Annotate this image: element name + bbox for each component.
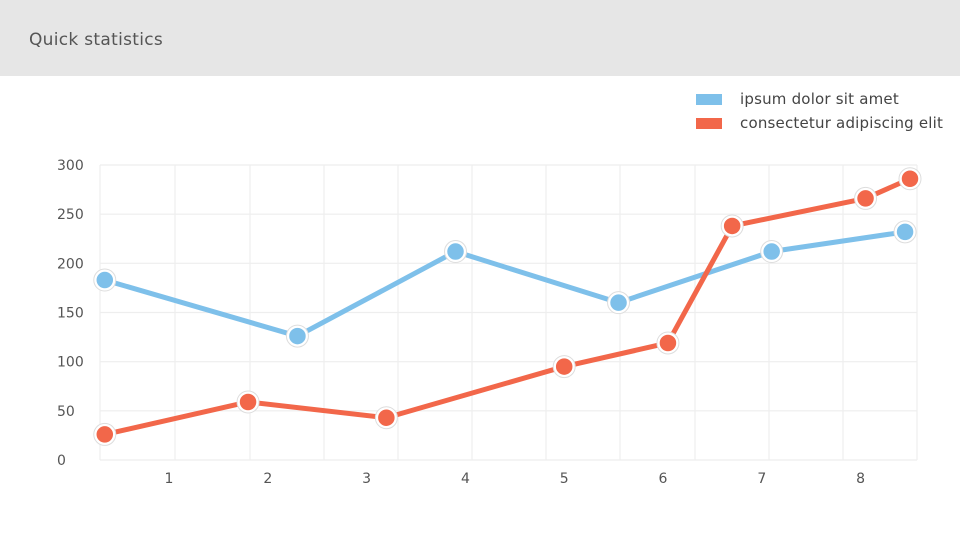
series-2-point-3-ring: [374, 406, 398, 430]
series-2-point-5-ring: [656, 331, 680, 355]
legend-swatch-series-1: [696, 94, 722, 105]
legend-label-series-2: consectetur adipiscing elit: [740, 114, 944, 132]
x-tick-label-6: 6: [659, 471, 668, 487]
y-tick-label-50: 50: [57, 404, 75, 420]
x-tick-label-1: 1: [165, 471, 174, 487]
y-tick-label-250: 250: [57, 207, 84, 223]
y-tick-label-150: 150: [57, 306, 84, 322]
series-2-point-8-ring: [898, 167, 922, 191]
y-tick-label-200: 200: [57, 256, 84, 272]
series-1-point-5: [760, 240, 783, 263]
series-1-point-6: [894, 221, 916, 243]
series-2-point-4-ring: [552, 355, 576, 379]
series-2-point-1-ring: [93, 422, 117, 446]
series-2-point-5: [657, 332, 679, 354]
series-1-line: [102, 229, 908, 339]
series-2-point-3: [375, 406, 398, 429]
legend-swatch-series-2: [696, 118, 722, 129]
series-2-point-6: [721, 215, 743, 237]
series-2-point-6-ring: [720, 214, 744, 238]
x-tick-label-3: 3: [362, 471, 371, 487]
series-1-point-4: [607, 291, 630, 314]
x-tick-label-4: 4: [461, 471, 470, 487]
y-tick-label-0: 0: [57, 453, 66, 469]
y-tick-label-300: 300: [57, 158, 84, 174]
series-1-point-6-ring: [893, 220, 917, 244]
series-2-point-8: [899, 168, 921, 190]
series-2-point-2: [237, 391, 259, 413]
page-title: Quick statistics: [29, 30, 164, 50]
series-1-point-2-ring: [285, 324, 309, 348]
y-tick-label-100: 100: [57, 355, 84, 371]
series-1-point-1-ring: [93, 268, 117, 292]
series-2-line: [102, 176, 913, 437]
x-tick-label-5: 5: [560, 471, 569, 487]
series-1-point-3-ring: [444, 240, 468, 264]
series-2-point-7-ring: [854, 186, 878, 210]
series-1-point-4-ring: [607, 291, 631, 315]
series-2-point-2-ring: [236, 390, 260, 414]
series-1-point-5-ring: [760, 240, 784, 264]
series-2-point-1: [94, 423, 116, 446]
series-1-point-1: [94, 269, 116, 291]
series-1-point-3: [444, 240, 467, 263]
legend-label-series-1: ipsum dolor sit amet: [740, 90, 899, 108]
x-tick-label-7: 7: [757, 471, 766, 487]
series-2-point-4: [553, 355, 575, 378]
x-tick-label-8: 8: [856, 471, 865, 487]
series-2-point-7: [854, 187, 877, 210]
series-1-point-2: [286, 325, 309, 347]
x-tick-label-2: 2: [263, 471, 272, 487]
header-bar: Quick statistics: [0, 0, 960, 76]
